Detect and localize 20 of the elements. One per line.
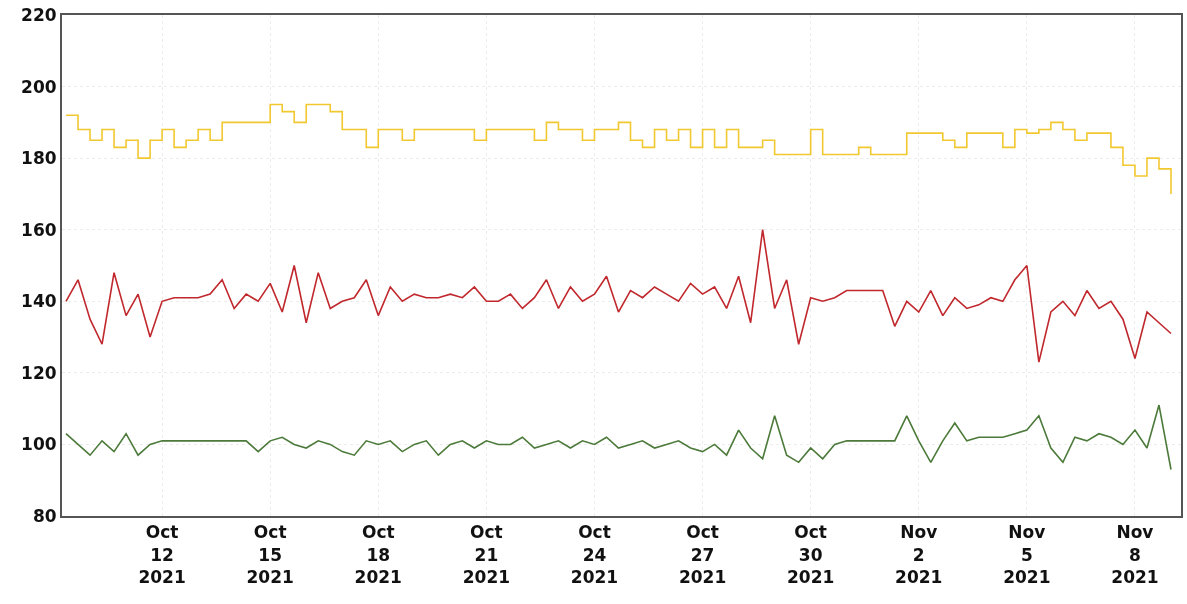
- line-series: [65, 404, 1172, 471]
- x-tick-label: Oct 21 2021: [462, 522, 511, 587]
- x-tick-label: Oct 15 2021: [246, 522, 294, 587]
- y-tick-label: 220: [21, 4, 57, 25]
- y-tick-label: 140: [21, 291, 57, 312]
- y-tick-label: 100: [21, 434, 57, 455]
- y-tick-label: 160: [21, 219, 57, 240]
- x-tick-label: Nov 8 2021: [1111, 522, 1159, 587]
- line-series: [65, 228, 1172, 363]
- y-tick-label: 120: [21, 362, 57, 383]
- x-tick-label: Oct 12 2021: [138, 522, 186, 587]
- x-tick-label: Nov 5 2021: [1003, 522, 1051, 587]
- y-tick-label: 180: [21, 148, 57, 169]
- x-tick-label: Nov 2 2021: [895, 522, 943, 587]
- x-tick-label: Oct 24 2021: [570, 522, 619, 587]
- y-tick-label: 200: [21, 76, 57, 97]
- y-tick-label: 80: [32, 505, 57, 526]
- x-tick-label: Oct 18 2021: [354, 522, 402, 587]
- x-tick-label: Oct 30 2021: [787, 522, 835, 587]
- x-tick-label: Oct 27 2021: [678, 522, 727, 587]
